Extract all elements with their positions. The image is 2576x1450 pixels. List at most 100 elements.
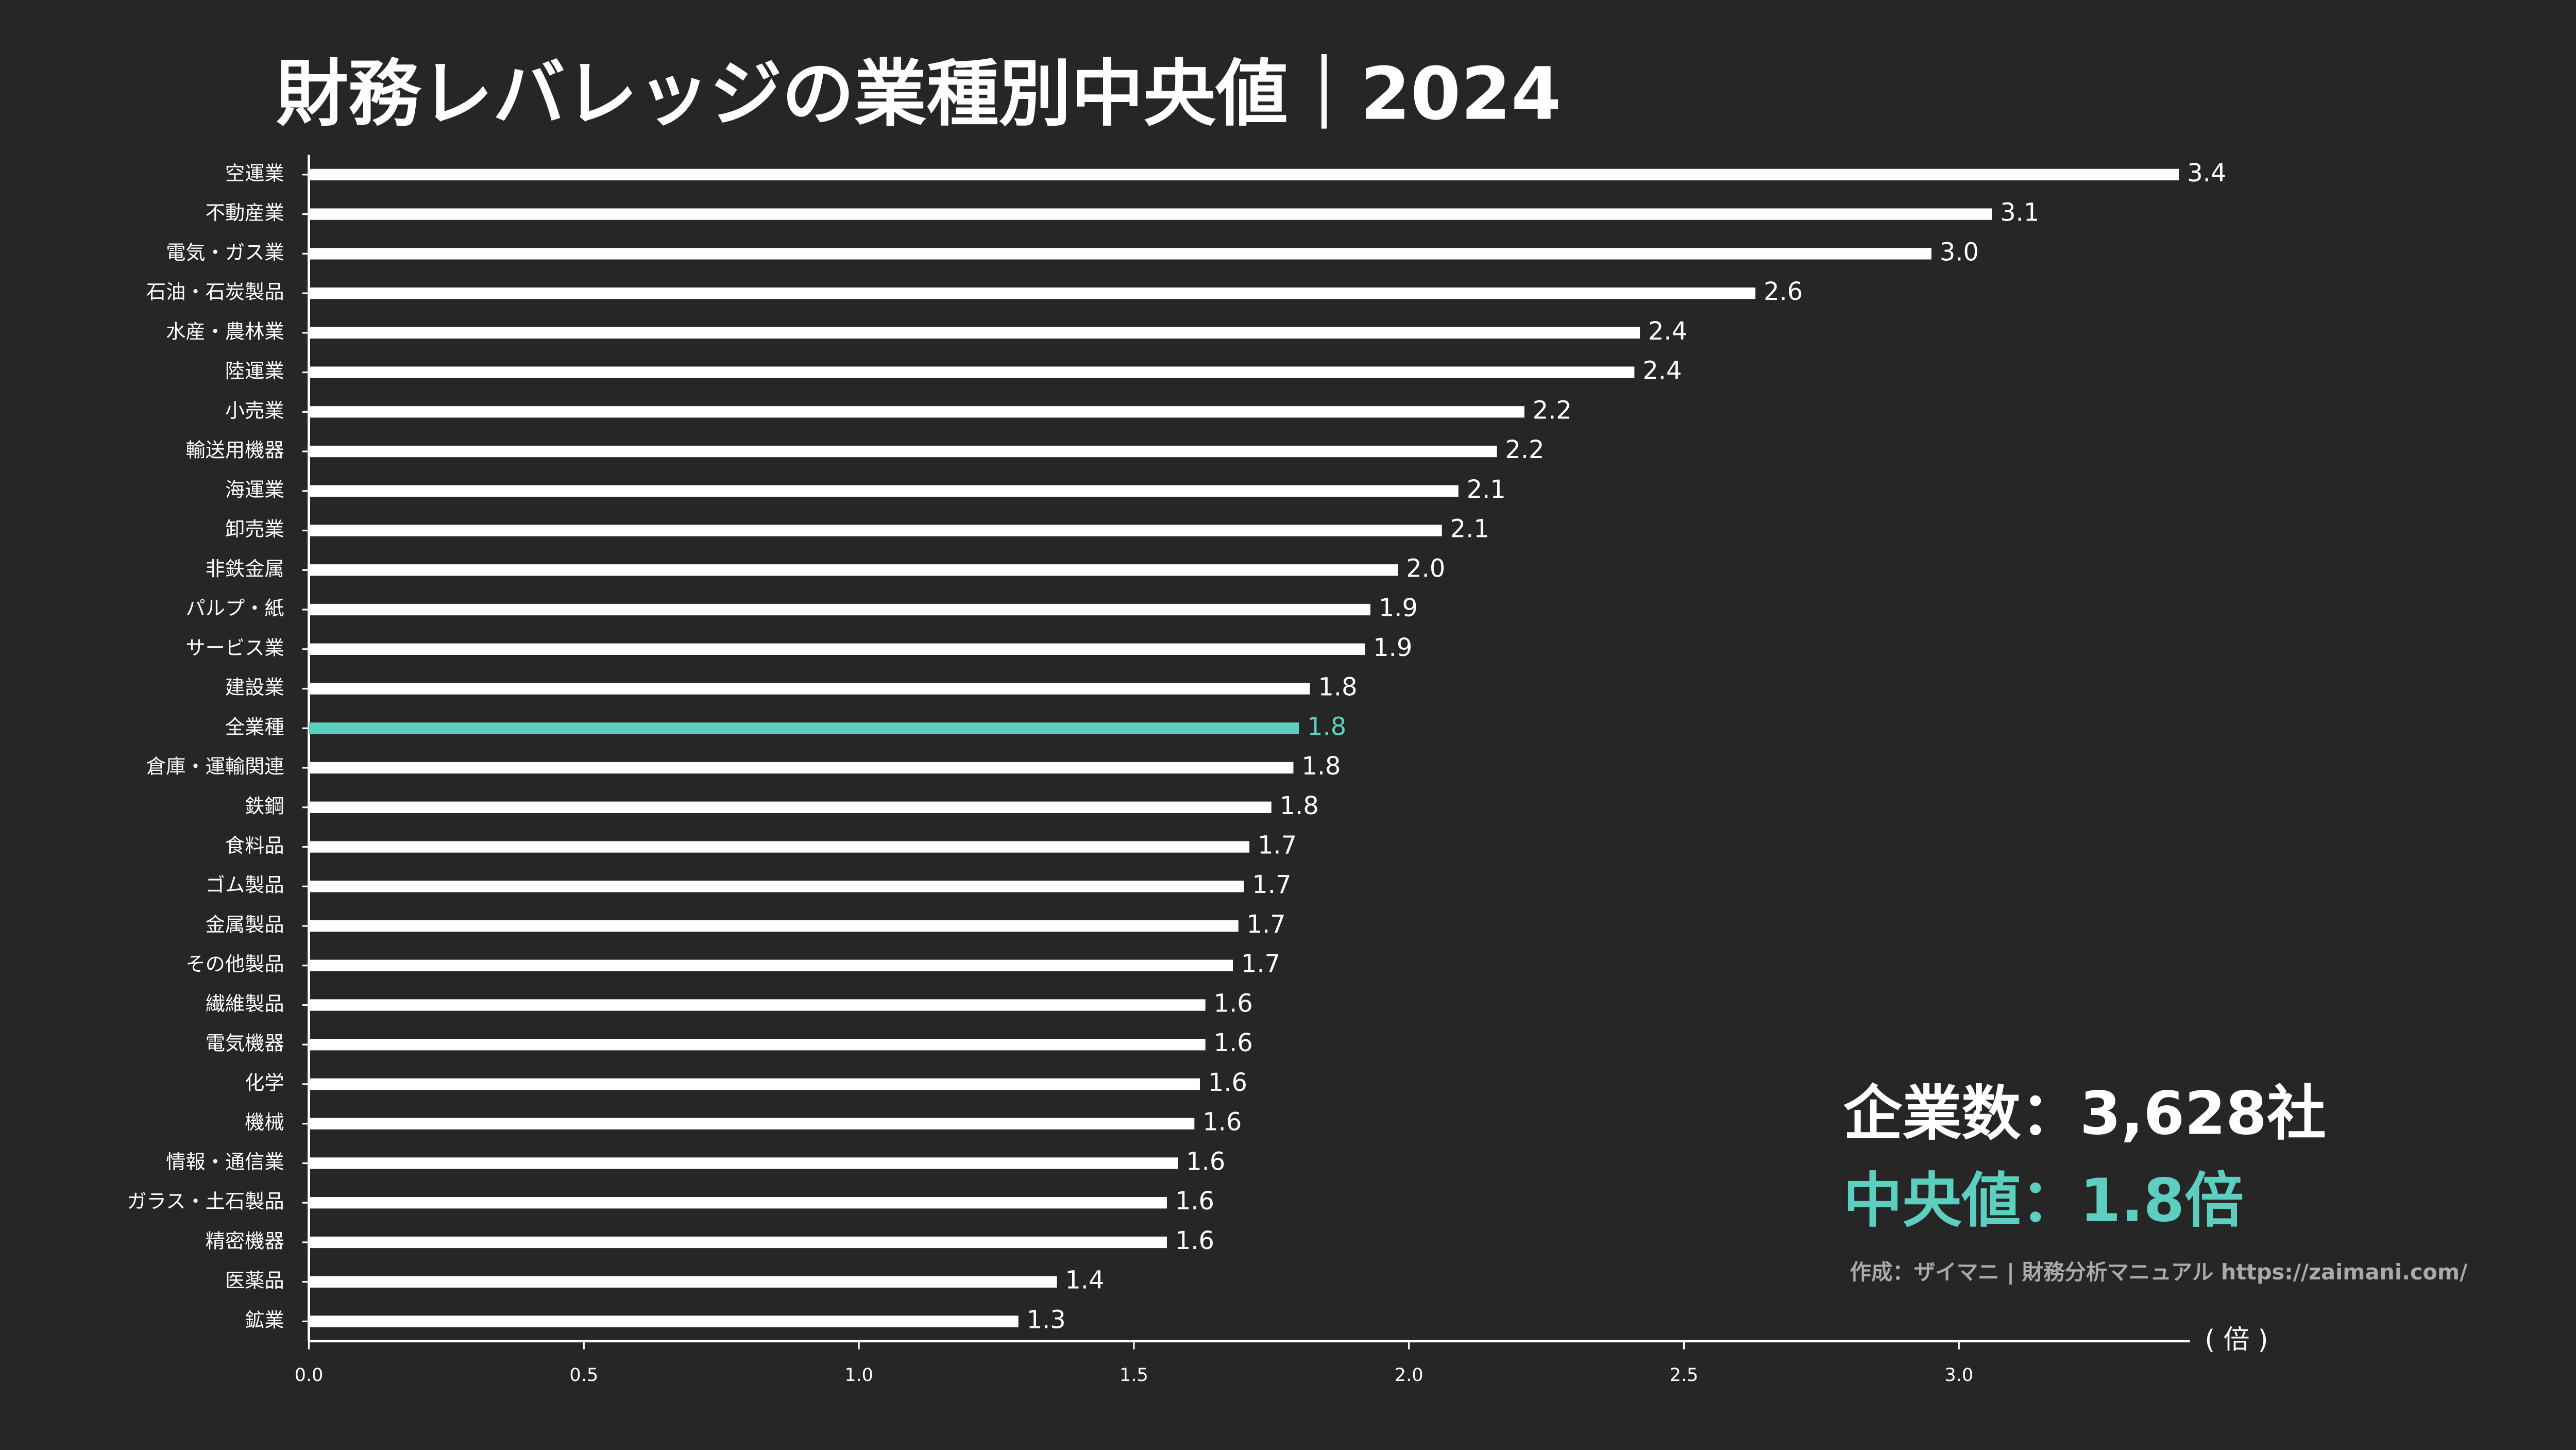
value-label: 2.4: [1642, 357, 1682, 385]
value-label: 1.4: [1065, 1267, 1104, 1295]
y-tick-label: 鉱業: [245, 1309, 284, 1332]
bar: [309, 881, 1244, 892]
x-tick-label: 1.5: [1120, 1364, 1148, 1386]
value-label: 2.2: [1505, 436, 1544, 464]
bar: [309, 1276, 1057, 1288]
x-tick-label: 1.0: [844, 1364, 873, 1386]
value-label: 2.1: [1450, 515, 1489, 544]
y-tick-label: 鉄鋼: [245, 795, 284, 818]
y-tick-label: ゴム製品: [206, 874, 284, 897]
bar: [309, 603, 1370, 616]
value-label: 3.4: [2187, 159, 2226, 188]
y-tick-label: 食料品: [225, 834, 284, 857]
x-tick-label: 3.0: [1944, 1364, 1973, 1386]
x-tick-label: 2.5: [1670, 1364, 1699, 1386]
bar: [309, 1236, 1167, 1249]
x-tick-label: 0.0: [295, 1364, 324, 1386]
bar: [309, 327, 1640, 339]
bar: [309, 999, 1206, 1011]
bar: [309, 722, 1299, 734]
value-label: 1.9: [1379, 594, 1418, 622]
value-label: 1.7: [1252, 871, 1291, 899]
value-label: 1.7: [1258, 832, 1297, 860]
y-tick-label: 電気・ガス業: [166, 241, 284, 264]
y-tick-label: その他製品: [185, 953, 284, 976]
y-tick-label: 海運業: [225, 478, 284, 501]
bar: [309, 406, 1524, 418]
value-label: 1.6: [1208, 1069, 1247, 1097]
y-tick-label: 石油・石炭製品: [146, 281, 284, 304]
bar: [309, 1039, 1206, 1051]
y-tick-label: 不動産業: [206, 201, 284, 225]
value-label: 1.6: [1186, 1148, 1225, 1176]
bar: [309, 1157, 1178, 1169]
value-label: 1.7: [1247, 911, 1286, 939]
value-label: 1.8: [1307, 713, 1346, 741]
value-label: 1.8: [1280, 792, 1319, 820]
median-annotation: 中央値：1.8倍: [1843, 1166, 2244, 1235]
y-tick-label: ガラス・土石製品: [127, 1190, 284, 1213]
value-label: 1.3: [1027, 1306, 1066, 1334]
count-annotation: 企業数：3,628社: [1843, 1079, 2326, 1148]
y-tick-label: 繊維製品: [206, 992, 284, 1016]
bar: [309, 525, 1442, 536]
value-label: 1.9: [1373, 634, 1412, 662]
y-tick-label: 倉庫・運輸関連: [146, 755, 284, 779]
y-tick-label: 機械: [245, 1111, 284, 1134]
y-tick-label: 建設業: [225, 676, 284, 699]
bar: [309, 959, 1233, 971]
y-tick-label: パルプ・紙: [185, 597, 284, 620]
value-label: 1.7: [1241, 950, 1280, 979]
y-tick-label: 非鉄金属: [206, 558, 284, 581]
bar: [309, 445, 1497, 458]
bar: [309, 485, 1459, 497]
y-tick-label: 全業種: [225, 716, 284, 739]
y-tick-label: 水産・農林業: [166, 320, 284, 343]
bar: [309, 168, 2179, 181]
y-tick-label: サービス業: [185, 636, 284, 660]
y-tick-label: 輸送用機器: [185, 439, 284, 462]
x-tick-label: 0.5: [569, 1364, 598, 1386]
bar: [309, 287, 1756, 299]
y-tick-label: 精密機器: [206, 1229, 284, 1253]
bar: [309, 683, 1310, 695]
y-tick-label: 金属製品: [206, 913, 284, 936]
bar: [309, 643, 1365, 655]
value-label: 1.6: [1214, 1029, 1253, 1057]
bar: [309, 1118, 1195, 1129]
value-label: 1.8: [1301, 752, 1341, 781]
value-label: 3.0: [1940, 238, 1979, 266]
bar: [309, 841, 1250, 853]
value-label: 1.6: [1202, 1108, 1242, 1137]
x-unit: ( 倍 ): [2205, 1325, 2268, 1355]
bar: [309, 1316, 1019, 1327]
bar: [309, 801, 1272, 813]
y-tick-label: 空運業: [225, 162, 284, 185]
bar: [309, 1078, 1200, 1090]
value-label: 3.1: [2000, 199, 2039, 227]
bar: [309, 208, 1992, 220]
y-tick-label: 電気機器: [206, 1032, 284, 1055]
y-tick-label: 情報・通信業: [166, 1151, 284, 1174]
value-label: 1.6: [1175, 1227, 1214, 1255]
value-label: 2.1: [1467, 476, 1506, 504]
bar: [309, 248, 1931, 260]
x-tick-label: 2.0: [1395, 1364, 1423, 1386]
value-label: 2.2: [1533, 396, 1572, 425]
y-tick-label: 卸売業: [225, 518, 284, 541]
value-label: 1.8: [1318, 673, 1357, 702]
credit: 作成：ザイマニ | 財務分析マニュアル https://zaimani.com/: [1850, 1260, 2468, 1285]
y-tick-label: 陸運業: [225, 360, 284, 383]
bar: [309, 366, 1635, 378]
y-tick-label: 医薬品: [225, 1269, 284, 1292]
value-label: 2.6: [1764, 278, 1803, 306]
value-label: 1.6: [1175, 1187, 1214, 1216]
y-tick-label: 化学: [245, 1071, 284, 1094]
value-label: 1.6: [1214, 989, 1253, 1018]
bar: [309, 920, 1239, 932]
value-label: 2.0: [1406, 554, 1445, 583]
bar: [309, 564, 1398, 576]
y-tick-label: 小売業: [225, 399, 284, 423]
